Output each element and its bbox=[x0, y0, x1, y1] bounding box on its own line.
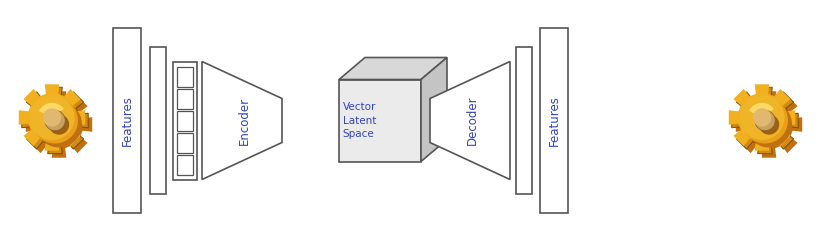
Polygon shape bbox=[43, 108, 61, 127]
Polygon shape bbox=[32, 98, 78, 143]
Text: Vector
Latent
Space: Vector Latent Space bbox=[342, 102, 376, 139]
Polygon shape bbox=[338, 80, 420, 161]
Polygon shape bbox=[753, 110, 774, 131]
Polygon shape bbox=[731, 87, 797, 154]
Polygon shape bbox=[758, 114, 778, 135]
Polygon shape bbox=[420, 58, 446, 161]
Bar bbox=[515, 47, 532, 194]
Polygon shape bbox=[745, 101, 791, 147]
Polygon shape bbox=[741, 98, 787, 143]
Polygon shape bbox=[31, 96, 72, 118]
Bar bbox=[177, 88, 192, 108]
Polygon shape bbox=[38, 103, 64, 118]
Polygon shape bbox=[29, 95, 75, 140]
Polygon shape bbox=[19, 84, 85, 151]
Polygon shape bbox=[752, 108, 770, 127]
Polygon shape bbox=[49, 114, 69, 135]
Polygon shape bbox=[429, 61, 509, 180]
Polygon shape bbox=[338, 58, 446, 80]
Text: Decoder: Decoder bbox=[465, 96, 478, 145]
Bar bbox=[177, 67, 192, 87]
Polygon shape bbox=[22, 87, 88, 154]
Bar bbox=[177, 133, 192, 153]
Bar bbox=[173, 61, 197, 180]
Bar bbox=[540, 28, 568, 213]
Bar bbox=[177, 154, 192, 174]
Polygon shape bbox=[740, 96, 781, 118]
Polygon shape bbox=[201, 61, 282, 180]
Text: Features: Features bbox=[547, 95, 560, 146]
Bar bbox=[177, 111, 192, 130]
Text: Features: Features bbox=[120, 95, 133, 146]
Bar bbox=[113, 28, 141, 213]
Polygon shape bbox=[735, 91, 801, 158]
Polygon shape bbox=[45, 110, 66, 131]
Polygon shape bbox=[728, 84, 794, 151]
Polygon shape bbox=[36, 101, 82, 147]
Bar bbox=[150, 47, 165, 194]
Polygon shape bbox=[739, 95, 784, 140]
Text: Encoder: Encoder bbox=[238, 96, 250, 145]
Polygon shape bbox=[748, 103, 773, 118]
Polygon shape bbox=[25, 91, 92, 158]
